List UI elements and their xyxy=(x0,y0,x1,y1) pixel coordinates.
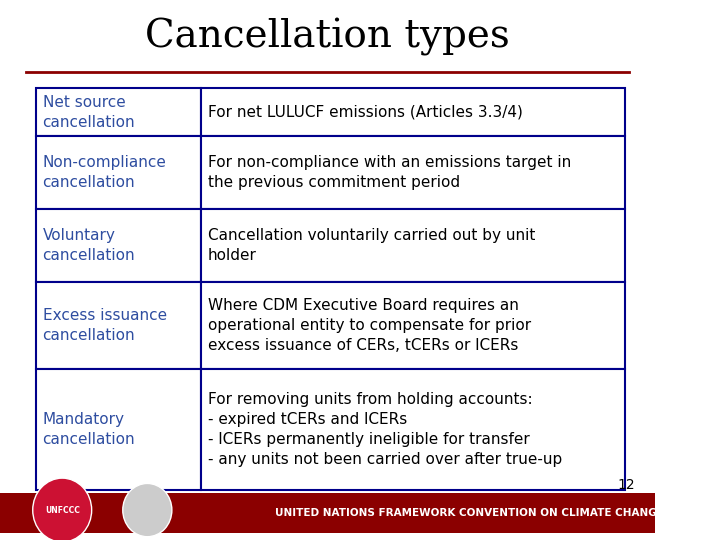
FancyBboxPatch shape xyxy=(36,282,201,369)
Text: For net LULUCF emissions (Articles 3.3/4): For net LULUCF emissions (Articles 3.3/4… xyxy=(207,105,523,120)
FancyBboxPatch shape xyxy=(36,88,201,137)
Text: For non-compliance with an emissions target in
the previous commitment period: For non-compliance with an emissions tar… xyxy=(207,156,571,190)
Ellipse shape xyxy=(32,478,91,540)
FancyBboxPatch shape xyxy=(36,137,201,209)
Text: Cancellation voluntarily carried out by unit
holder: Cancellation voluntarily carried out by … xyxy=(207,228,535,263)
FancyBboxPatch shape xyxy=(36,209,201,282)
FancyBboxPatch shape xyxy=(201,88,625,137)
Text: For removing units from holding accounts:
- expired tCERs and lCERs
- lCERs perm: For removing units from holding accounts… xyxy=(207,393,562,467)
Text: UNITED NATIONS FRAMEWORK CONVENTION ON CLIMATE CHANGE: UNITED NATIONS FRAMEWORK CONVENTION ON C… xyxy=(275,508,664,518)
Text: Non-compliance
cancellation: Non-compliance cancellation xyxy=(42,156,166,190)
FancyBboxPatch shape xyxy=(201,369,625,490)
Ellipse shape xyxy=(123,483,172,537)
Bar xyxy=(0,493,654,533)
Text: Mandatory
cancellation: Mandatory cancellation xyxy=(42,412,135,447)
Text: Where CDM Executive Board requires an
operational entity to compensate for prior: Where CDM Executive Board requires an op… xyxy=(207,298,531,353)
FancyBboxPatch shape xyxy=(201,282,625,369)
Text: UNFCCC: UNFCCC xyxy=(45,505,80,515)
FancyBboxPatch shape xyxy=(201,137,625,209)
Text: Voluntary
cancellation: Voluntary cancellation xyxy=(42,228,135,263)
FancyBboxPatch shape xyxy=(36,369,201,490)
FancyBboxPatch shape xyxy=(201,209,625,282)
Text: 12: 12 xyxy=(618,478,635,492)
Text: Excess issuance
cancellation: Excess issuance cancellation xyxy=(42,308,167,343)
Text: Net source
cancellation: Net source cancellation xyxy=(42,94,135,130)
Text: Cancellation types: Cancellation types xyxy=(145,18,510,56)
